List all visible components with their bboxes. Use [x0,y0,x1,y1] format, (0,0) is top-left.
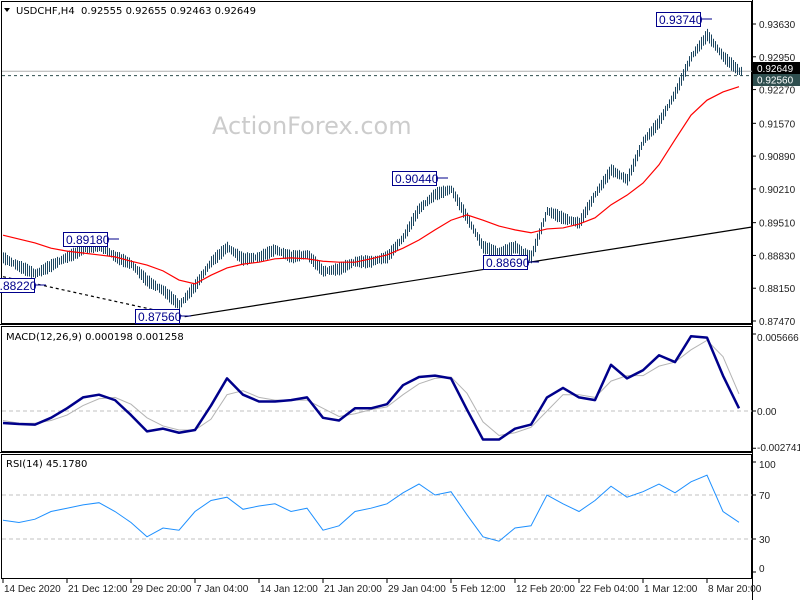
x-tick-label: 21 Jan 20:00 [324,584,382,595]
support-trendline [184,226,753,318]
last-close-value: 0.92649 [757,64,794,75]
price-annotation: 0.90440 [392,171,448,186]
price-layer: 0.93740 0.89180 0.88220 0.87560 0.90440 0.886… [0,12,753,324]
price-annotation: 0.93740 [656,12,712,27]
moving-average-line [2,86,740,285]
annotation-box [0,278,35,293]
rsi-title: RSI(14) 45.1780 [6,459,87,470]
x-tick-label: 12 Feb 20:00 [516,584,575,595]
y-tick-label: 0.90210 [759,185,796,196]
x-tick-label: 8 Mar 20:00 [708,584,762,595]
y-tick-label: 0.87470 [759,317,796,328]
y-tick-label: 0.92950 [759,53,796,64]
y-tick-label: 0.88150 [759,284,796,295]
y-tick-label: 0.90890 [759,152,796,163]
annotation-label: 0.87560 [138,310,182,324]
last-close-badge [753,62,800,74]
macd-main-line [2,335,741,441]
x-tick-label: 7 Jan 04:00 [196,584,249,595]
macd-tick-label: 0.005666 [757,333,799,344]
rsi-tick-label: 100 [759,460,776,471]
current-price-value: 0.92560 [757,76,794,87]
annotation-label: 0.88690 [486,256,530,270]
macd-signal-line [2,339,740,436]
price-panel-frame [1,1,752,324]
triangle-down-icon[interactable] [4,8,10,12]
y-tick-label: 0.91570 [759,119,796,130]
price-annotation: 0.88690 [483,255,539,270]
x-tick-label: 5 Feb 12:00 [452,584,506,595]
annotation-label: 0.88220 [0,279,37,293]
y-tick-label: 0.89510 [759,219,796,230]
watermark: ActionForex.com [212,112,412,140]
x-tick-label: 21 Dec 12:00 [68,584,128,595]
price-annotation: 0.87560 [135,309,191,324]
x-tick-label: 1 Mar 12:00 [644,584,698,595]
current-price-badge [753,74,800,86]
rsi-layer [2,474,752,542]
x-tick-label: 29 Jan 04:00 [388,584,446,595]
macd-panel-frame [1,326,752,452]
annotation-label: 0.93740 [659,13,703,27]
y-tick-label: 0.88830 [759,251,796,262]
x-tick-label: 14 Jan 12:00 [260,584,318,595]
annotation-box [135,309,180,324]
rsi-line [2,474,740,542]
annotation-box [483,255,528,270]
rsi-tick-label: 0 [759,564,765,575]
annotation-label: 0.89180 [66,233,110,247]
annotation-box [656,12,701,27]
macd-title: MACD(12,26,9) 0.000198 0.001258 [6,332,184,343]
x-tick-label: 14 Dec 2020 [4,584,61,595]
macd-tick-label: 0.00 [757,407,777,418]
price-annotation: 0.89180 [63,232,119,247]
y-tick-label: 0.93630 [759,20,796,31]
x-tick-label: 22 Feb 04:00 [580,584,639,595]
rsi-tick-label: 30 [759,535,771,546]
macd-layer [2,335,752,441]
annotation-label: 0.90440 [395,172,439,186]
price-annotation: 0.88220 [0,278,46,293]
rsi-tick-label: 70 [759,491,771,502]
x-tick-label: 29 Dec 20:00 [132,584,192,595]
annotation-box [392,171,437,186]
annotation-box [63,232,108,247]
y-tick-label: 0.92270 [759,86,796,97]
symbol-header: USDCHF,H4 0.92555 0.92655 0.92463 0.9264… [16,6,256,17]
macd-tick-label: -0.002741 [757,443,800,454]
rsi-panel-frame [1,454,752,579]
